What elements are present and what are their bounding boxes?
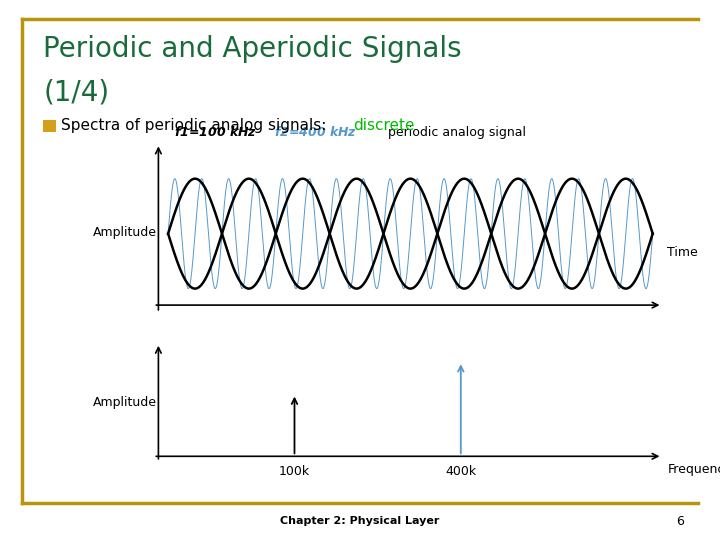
Text: Periodic and Aperiodic Signals: Periodic and Aperiodic Signals xyxy=(43,35,462,63)
Text: Amplitude: Amplitude xyxy=(93,226,157,239)
Text: (1/4): (1/4) xyxy=(43,78,109,106)
Text: $\bfit{f}$2=400 kHz: $\bfit{f}$2=400 kHz xyxy=(274,125,357,139)
Text: discrete: discrete xyxy=(353,118,414,133)
Text: 400k: 400k xyxy=(445,465,477,478)
Text: Spectra of periodic analog signals:: Spectra of periodic analog signals: xyxy=(61,118,331,133)
Text: Amplitude: Amplitude xyxy=(93,396,157,409)
Text: $\bfit{f}$1=100 kHz: $\bfit{f}$1=100 kHz xyxy=(174,125,256,139)
Text: 100k: 100k xyxy=(279,465,310,478)
Text: Time: Time xyxy=(667,246,698,259)
Text: 6: 6 xyxy=(676,515,684,528)
Text: periodic analog signal: periodic analog signal xyxy=(380,126,526,139)
Text: Chapter 2: Physical Layer: Chapter 2: Physical Layer xyxy=(280,516,440,526)
Text: Frequency: Frequency xyxy=(667,463,720,476)
